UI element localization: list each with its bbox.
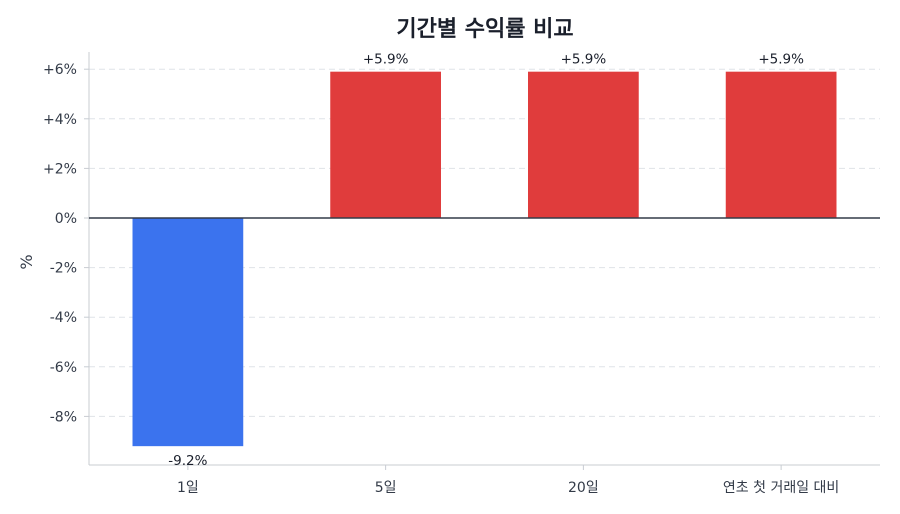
y-tick-label: -8% (50, 409, 77, 425)
y-axis-label: % (17, 254, 36, 269)
y-tick-label: +6% (43, 62, 77, 78)
chart-title: 기간별 수익률 비교 (396, 17, 573, 42)
bar (132, 218, 244, 447)
x-tick-label: 1일 (177, 480, 199, 496)
data-label: +5.9% (363, 52, 409, 68)
data-label: +5.9% (561, 52, 607, 68)
x-tick-label: 연초 첫 거래일 대비 (723, 480, 839, 496)
y-tick-label: -6% (50, 360, 77, 376)
x-tick-label: 5일 (375, 480, 397, 496)
bar (725, 71, 837, 219)
y-tick-label: +2% (43, 161, 77, 177)
data-label: +5.9% (758, 52, 804, 68)
bar (528, 71, 639, 219)
y-tick-label: +4% (43, 112, 77, 128)
y-tick-label: 0% (55, 211, 77, 227)
data-label: -9.2% (168, 453, 207, 469)
bar (330, 71, 441, 219)
x-tick-label: 20일 (568, 480, 599, 496)
y-tick-label: -2% (50, 261, 77, 277)
plot-area: +6% +4% +2% 0% -2% -4% -6% -8% -9.2% 1일 +5.9% 5일 +5.… (43, 52, 880, 496)
y-tick-label: -4% (50, 310, 77, 326)
